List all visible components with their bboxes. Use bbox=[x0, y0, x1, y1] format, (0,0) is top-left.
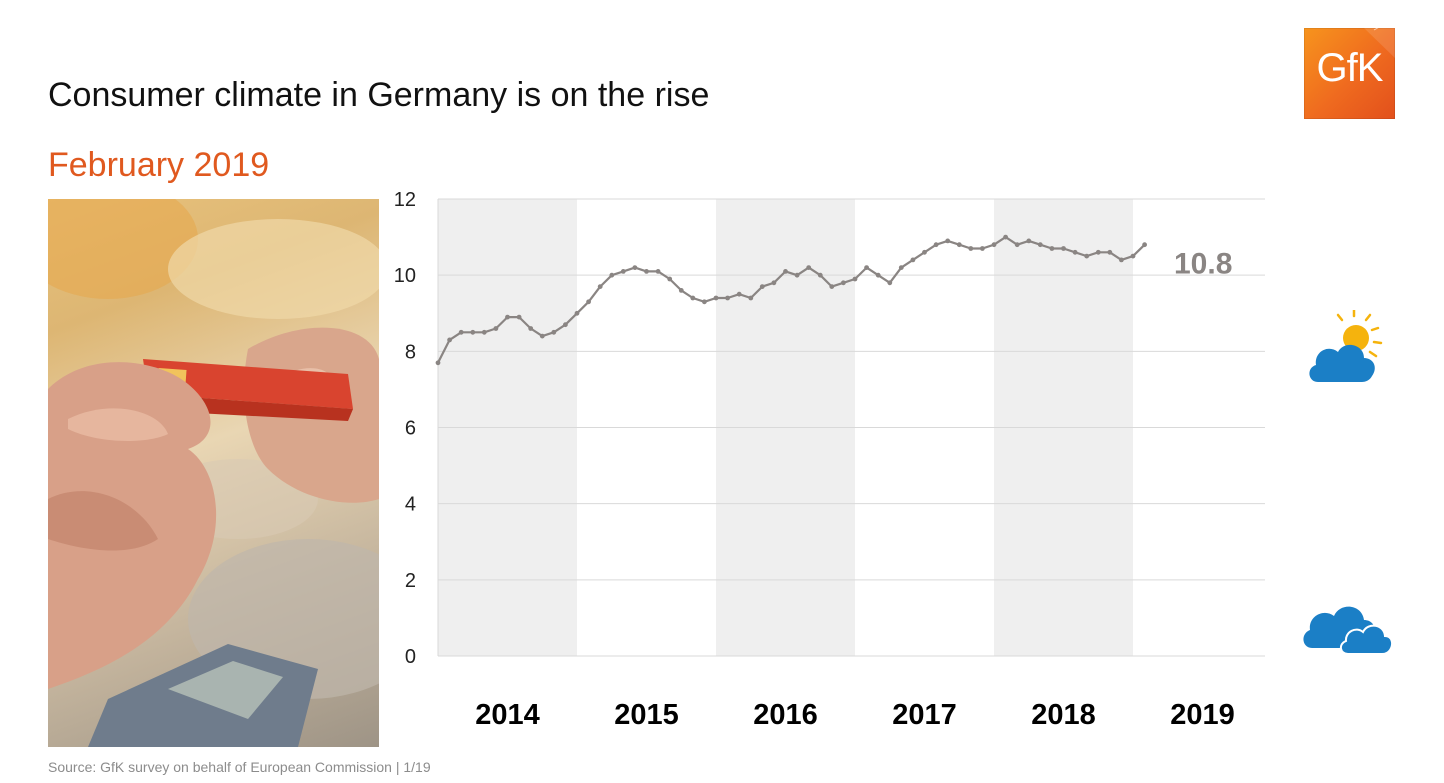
data-point-53 bbox=[1049, 246, 1055, 251]
y-tick-label: 4 bbox=[405, 494, 416, 516]
data-point-43 bbox=[933, 242, 939, 248]
x-tick-label-2014: 2014 bbox=[475, 699, 540, 731]
data-point-42 bbox=[922, 249, 927, 255]
data-point-50 bbox=[1014, 242, 1020, 248]
y-tick-label: 2 bbox=[405, 570, 416, 592]
data-point-58 bbox=[1107, 249, 1113, 255]
data-point-56 bbox=[1084, 253, 1090, 259]
data-point-3 bbox=[470, 329, 476, 335]
data-point-52 bbox=[1037, 242, 1043, 248]
data-point-54 bbox=[1061, 246, 1066, 251]
data-point-49 bbox=[1003, 234, 1008, 240]
data-point-35 bbox=[841, 280, 846, 286]
data-point-44 bbox=[945, 238, 951, 244]
data-point-5 bbox=[493, 326, 499, 331]
data-point-8 bbox=[528, 326, 534, 331]
credit-card-payment-photo bbox=[48, 199, 379, 747]
data-point-36 bbox=[852, 276, 858, 282]
y-tick-label: 8 bbox=[405, 341, 416, 363]
data-point-21 bbox=[678, 288, 684, 293]
data-point-39 bbox=[887, 280, 893, 286]
logo-text: GfK bbox=[1316, 46, 1384, 90]
data-point-31 bbox=[794, 272, 800, 278]
gfk-logo: GfK bbox=[1304, 28, 1395, 119]
y-tick-label: 6 bbox=[405, 418, 416, 440]
data-point-57 bbox=[1095, 249, 1101, 255]
x-tick-label-2018: 2018 bbox=[1031, 699, 1096, 731]
data-point-34 bbox=[829, 284, 835, 289]
x-tick-label-2017: 2017 bbox=[892, 699, 957, 731]
y-tick-label: 10 bbox=[394, 265, 416, 287]
source-note: Source: GfK survey on behalf of European… bbox=[48, 759, 431, 775]
data-point-26 bbox=[736, 291, 742, 297]
data-point-28 bbox=[759, 284, 765, 289]
data-point-1 bbox=[447, 337, 452, 343]
data-point-22 bbox=[690, 295, 696, 301]
data-point-23 bbox=[702, 299, 707, 305]
data-point-37 bbox=[864, 265, 869, 270]
data-point-38 bbox=[875, 272, 881, 278]
data-point-27 bbox=[748, 295, 754, 301]
data-point-32 bbox=[806, 265, 812, 270]
data-point-19 bbox=[655, 269, 661, 274]
data-point-16 bbox=[620, 269, 626, 274]
consumer-climate-chart: 0 2 4 6 8 10 12 2014 2015 2016 2017 2018 2019 10.8 bbox=[394, 189, 1265, 731]
data-point-18 bbox=[644, 269, 649, 274]
data-point-20 bbox=[667, 276, 673, 282]
data-point-7 bbox=[516, 314, 522, 320]
sun-behind-cloud-icon bbox=[1309, 310, 1383, 382]
x-tick-label-2015: 2015 bbox=[614, 699, 679, 731]
y-tick-label: 0 bbox=[405, 646, 416, 668]
data-point-17 bbox=[632, 265, 638, 270]
data-point-46 bbox=[968, 246, 974, 251]
x-tick-label-2019: 2019 bbox=[1170, 699, 1235, 731]
data-point-60 bbox=[1130, 253, 1136, 259]
data-point-9 bbox=[539, 333, 545, 339]
data-point-30 bbox=[783, 269, 788, 274]
page-title: Consumer climate in Germany is on the ri… bbox=[48, 76, 710, 114]
data-point-61 bbox=[1142, 242, 1147, 248]
data-point-4 bbox=[481, 329, 487, 335]
data-point-2 bbox=[458, 329, 464, 335]
data-point-6 bbox=[505, 314, 510, 320]
page-subtitle: February 2019 bbox=[48, 146, 270, 184]
data-point-45 bbox=[956, 242, 962, 248]
data-point-55 bbox=[1072, 249, 1078, 255]
data-point-11 bbox=[563, 322, 568, 328]
data-point-0 bbox=[435, 360, 441, 366]
data-point-10 bbox=[551, 329, 557, 335]
x-tick-label-2016: 2016 bbox=[753, 699, 818, 731]
data-point-48 bbox=[991, 242, 997, 248]
data-point-24 bbox=[713, 295, 719, 301]
data-point-13 bbox=[586, 299, 591, 305]
data-point-29 bbox=[771, 280, 777, 286]
data-point-47 bbox=[980, 246, 985, 251]
data-point-33 bbox=[817, 272, 823, 278]
data-point-41 bbox=[910, 257, 916, 263]
data-point-51 bbox=[1026, 238, 1032, 244]
data-point-15 bbox=[609, 272, 615, 278]
data-point-25 bbox=[725, 295, 730, 301]
data-point-14 bbox=[597, 284, 603, 289]
data-point-12 bbox=[574, 310, 580, 316]
data-point-59 bbox=[1119, 257, 1124, 263]
two-clouds-icon bbox=[1303, 606, 1392, 655]
last-value-label: 10.8 bbox=[1174, 248, 1232, 281]
y-tick-label: 12 bbox=[394, 189, 416, 211]
data-point-40 bbox=[898, 265, 904, 270]
